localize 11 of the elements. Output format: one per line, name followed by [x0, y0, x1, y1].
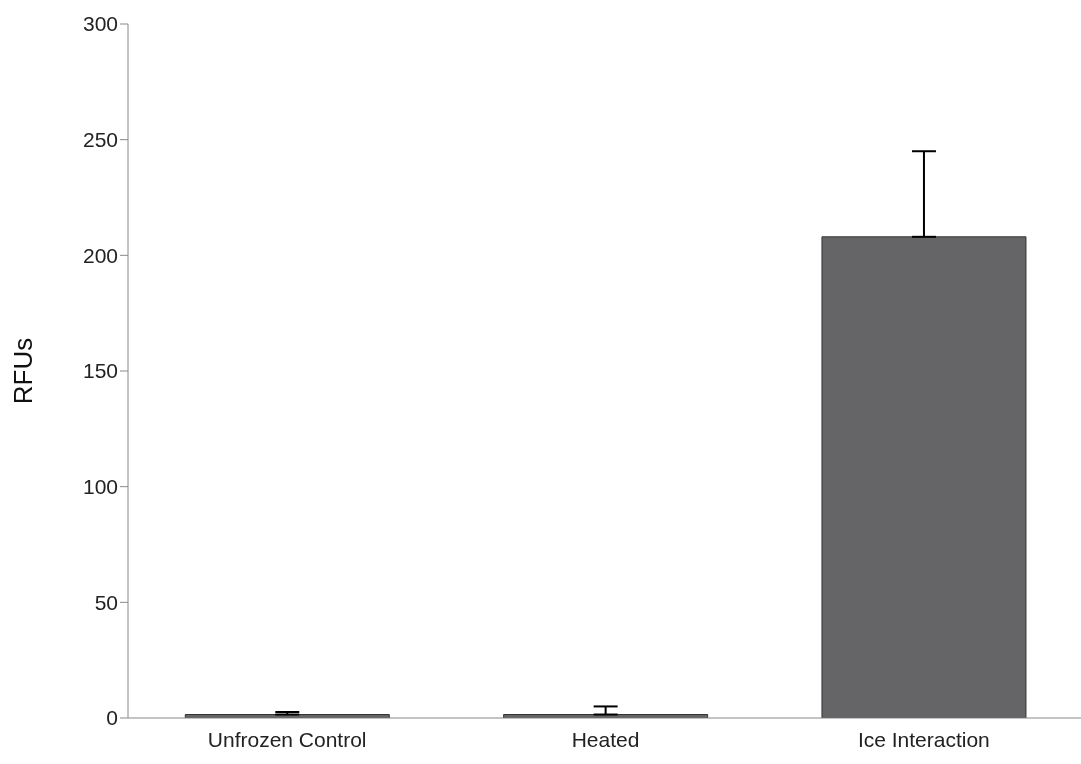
y-axis-title: RFUs: [8, 337, 39, 405]
y-tick-label: 250: [82, 128, 118, 152]
x-tick-label: Ice Interaction: [857, 727, 990, 751]
y-tick-label: 150: [82, 359, 118, 383]
y-tick-label: 200: [82, 243, 118, 267]
x-tick-label: Unfrozen Control: [207, 727, 367, 751]
y-tick-label: 300: [82, 12, 118, 36]
y-tick-label: 100: [82, 475, 118, 499]
y-tick-label: 50: [94, 590, 118, 614]
x-tick-label: Heated: [571, 727, 640, 751]
y-tick-label: 0: [106, 706, 118, 730]
